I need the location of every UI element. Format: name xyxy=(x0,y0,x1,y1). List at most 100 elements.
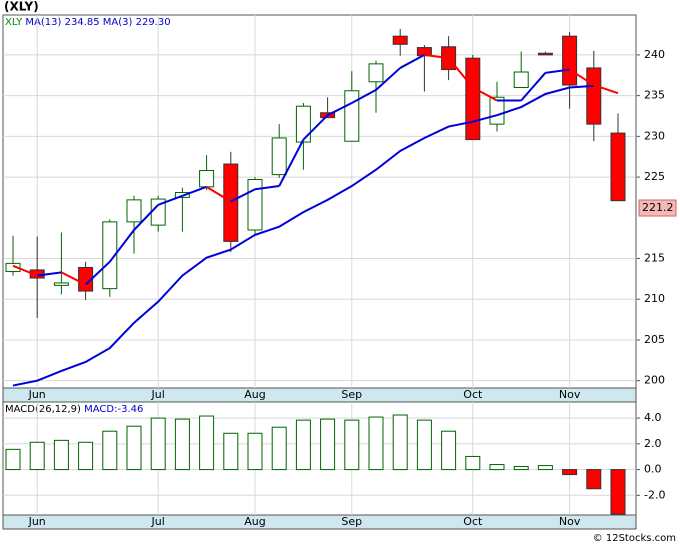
y-tick-label: 200 xyxy=(644,374,665,387)
ma-segment xyxy=(109,229,135,263)
macd-bar xyxy=(174,418,190,471)
y-tick-label: 205 xyxy=(644,333,665,346)
price-panel xyxy=(2,14,637,389)
candle-body xyxy=(126,199,142,223)
candle-body xyxy=(271,137,287,176)
y-tick-label: 215 xyxy=(644,252,665,265)
macd-bar xyxy=(610,469,626,515)
candle-body xyxy=(586,67,602,125)
y-tick-label: 210 xyxy=(644,292,665,305)
candle-body xyxy=(368,63,384,83)
macd-bar xyxy=(562,469,578,476)
ma-segment xyxy=(447,57,474,89)
macd-bar xyxy=(5,448,21,471)
ma-segment xyxy=(424,53,449,60)
macd-bar xyxy=(126,425,142,471)
ma-line xyxy=(12,84,594,387)
macd-bar xyxy=(150,417,166,471)
ma-segment xyxy=(60,271,87,286)
x-tick-label: Aug xyxy=(244,388,265,401)
macd-bar xyxy=(344,419,360,471)
legend-ma3-value: 229.30 xyxy=(136,17,171,28)
y-tick-label: 230 xyxy=(644,129,665,142)
macd-bar xyxy=(102,430,118,471)
ma-segment xyxy=(157,194,183,206)
ma-segment xyxy=(399,54,425,69)
x-tick-label: Sep xyxy=(341,388,362,401)
candle-body xyxy=(489,96,505,125)
ma-segment xyxy=(206,185,232,203)
macd-bar xyxy=(513,465,529,471)
x-tick-label: Jul xyxy=(151,515,165,528)
month-strip xyxy=(2,514,637,530)
candle-body xyxy=(223,163,239,242)
candle-body xyxy=(416,47,432,57)
macd-bar xyxy=(271,426,287,471)
legend-ma3: MA(3) xyxy=(103,17,133,28)
candle-body xyxy=(392,35,408,45)
macd-bar xyxy=(53,439,69,471)
ma-segment xyxy=(254,185,280,191)
month-strip xyxy=(2,387,637,403)
ma-segment xyxy=(472,86,498,102)
legend: XLY MA(13) 234.85 MA(3) 229.30 xyxy=(5,17,171,28)
macd-bar xyxy=(223,432,239,471)
ma-segment xyxy=(327,102,353,117)
ma-segment xyxy=(84,261,111,286)
candle-body xyxy=(102,221,118,290)
ma-segment xyxy=(37,271,62,277)
ma-segment xyxy=(351,89,377,104)
macd-title: MACD(26,12,9) xyxy=(5,404,81,415)
macd-bar xyxy=(392,414,408,471)
x-tick-label: Nov xyxy=(559,515,581,528)
candle-body xyxy=(295,105,311,143)
legend-symbol: XLY xyxy=(5,17,23,28)
x-tick-label: Jul xyxy=(151,388,165,401)
macd-bar xyxy=(441,430,457,471)
macd-bar xyxy=(295,419,311,471)
legend-ma13-value: 234.85 xyxy=(65,17,100,28)
y-tick-label: 240 xyxy=(644,48,665,61)
macd-bar xyxy=(368,416,384,471)
x-tick-label: Sep xyxy=(341,515,362,528)
macd-bar xyxy=(586,469,602,490)
ma-segment xyxy=(593,84,619,95)
macd-bar xyxy=(78,441,94,471)
candle-body xyxy=(610,132,626,202)
x-tick-label: Jun xyxy=(28,388,46,401)
candle-body xyxy=(199,170,215,188)
x-tick-label: Aug xyxy=(244,515,265,528)
candle-body xyxy=(344,90,360,142)
x-tick-label: Jun xyxy=(28,515,46,528)
y-tick-label: 0.0 xyxy=(644,463,662,476)
macd-legend: MACD(26,12,9) MACD:-3.46 xyxy=(5,404,143,415)
last-price-label: 221.2 xyxy=(642,201,674,214)
macd-bar xyxy=(537,465,553,471)
legend-ma13: MA(13) xyxy=(25,17,61,28)
ma-segment xyxy=(569,68,595,86)
macd-bar xyxy=(199,415,215,471)
ma-segment xyxy=(12,264,38,277)
candle-body xyxy=(53,282,69,286)
y-tick-label: 2.0 xyxy=(644,437,662,450)
macd-bar xyxy=(247,432,263,471)
y-tick-label: -2.0 xyxy=(644,488,665,501)
ma-segment xyxy=(375,67,401,91)
ma-segment xyxy=(230,188,256,203)
macd-bar xyxy=(320,418,336,471)
x-tick-label: Oct xyxy=(463,388,483,401)
y-tick-label: 235 xyxy=(644,89,665,102)
ma-segment xyxy=(545,68,570,74)
candle-body xyxy=(513,71,529,88)
candle-body xyxy=(5,262,21,273)
macd-bar xyxy=(489,464,505,471)
y-tick-label: 4.0 xyxy=(644,411,662,424)
candle-body xyxy=(562,35,578,86)
chart-title: (XLY) xyxy=(4,0,39,14)
x-tick-label: Oct xyxy=(463,515,483,528)
footer: © 12Stocks.com xyxy=(593,533,676,544)
y-tick-label: 225 xyxy=(644,170,665,183)
candle-body xyxy=(465,57,481,141)
last-price-box xyxy=(638,199,677,217)
